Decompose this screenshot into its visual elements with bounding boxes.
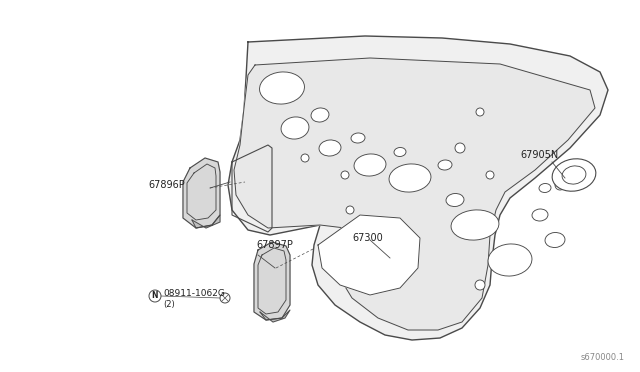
Circle shape: [346, 206, 354, 214]
Polygon shape: [192, 215, 220, 228]
Ellipse shape: [446, 193, 464, 206]
Ellipse shape: [438, 160, 452, 170]
Polygon shape: [228, 36, 608, 340]
Ellipse shape: [311, 108, 329, 122]
Text: 67300: 67300: [352, 233, 383, 243]
Ellipse shape: [281, 117, 309, 139]
Ellipse shape: [562, 166, 586, 184]
Text: 67896P: 67896P: [148, 180, 185, 190]
Ellipse shape: [545, 232, 565, 247]
Ellipse shape: [354, 154, 386, 176]
Ellipse shape: [389, 164, 431, 192]
Circle shape: [341, 171, 349, 179]
Text: N: N: [152, 292, 158, 301]
Circle shape: [555, 180, 565, 190]
Text: (2): (2): [163, 299, 175, 308]
Circle shape: [149, 290, 161, 302]
Text: 67897P: 67897P: [256, 240, 293, 250]
Circle shape: [475, 280, 485, 290]
Polygon shape: [254, 242, 290, 320]
Circle shape: [220, 293, 230, 303]
Circle shape: [476, 108, 484, 116]
Text: 67905N: 67905N: [520, 150, 558, 160]
Ellipse shape: [451, 210, 499, 240]
Text: 08911-1062G: 08911-1062G: [163, 289, 225, 298]
Ellipse shape: [394, 147, 406, 157]
Circle shape: [301, 154, 309, 162]
Ellipse shape: [532, 209, 548, 221]
Circle shape: [455, 143, 465, 153]
Circle shape: [486, 171, 494, 179]
Ellipse shape: [539, 183, 551, 193]
Ellipse shape: [488, 244, 532, 276]
Text: s670000.1: s670000.1: [581, 353, 625, 362]
Ellipse shape: [552, 159, 596, 191]
Ellipse shape: [319, 140, 341, 156]
Polygon shape: [260, 310, 290, 322]
Ellipse shape: [351, 133, 365, 143]
Ellipse shape: [260, 72, 305, 104]
Polygon shape: [234, 58, 595, 330]
Polygon shape: [183, 158, 220, 228]
Polygon shape: [318, 215, 420, 295]
